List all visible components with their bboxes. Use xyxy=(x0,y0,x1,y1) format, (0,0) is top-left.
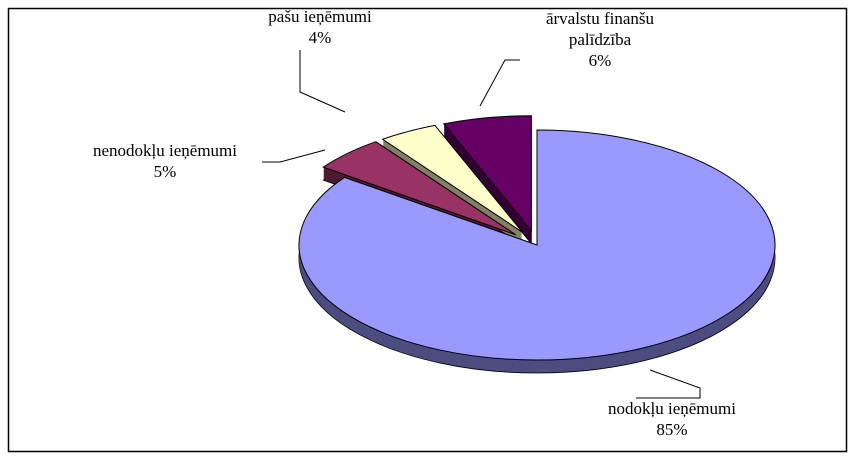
leader-line xyxy=(479,59,520,107)
category-label: ārvalstu finanšu palīdzība xyxy=(545,9,655,49)
value-label: 6% xyxy=(588,51,612,70)
slice xyxy=(442,115,532,233)
value-label: 85% xyxy=(656,420,688,439)
category-label: nenodokļu ieņēmumi xyxy=(92,141,238,160)
leader-line xyxy=(636,369,701,399)
slice xyxy=(381,124,523,233)
slice xyxy=(298,129,776,361)
value-label: 4% xyxy=(308,28,332,47)
leader-line xyxy=(262,149,326,163)
category-label: nodokļu ieņēmumi xyxy=(608,399,736,418)
leader-line xyxy=(299,50,346,113)
value-label: 5% xyxy=(153,162,177,181)
frame xyxy=(7,7,848,453)
slice xyxy=(322,141,517,236)
category-label: pašu ieņēmumi xyxy=(268,7,372,26)
